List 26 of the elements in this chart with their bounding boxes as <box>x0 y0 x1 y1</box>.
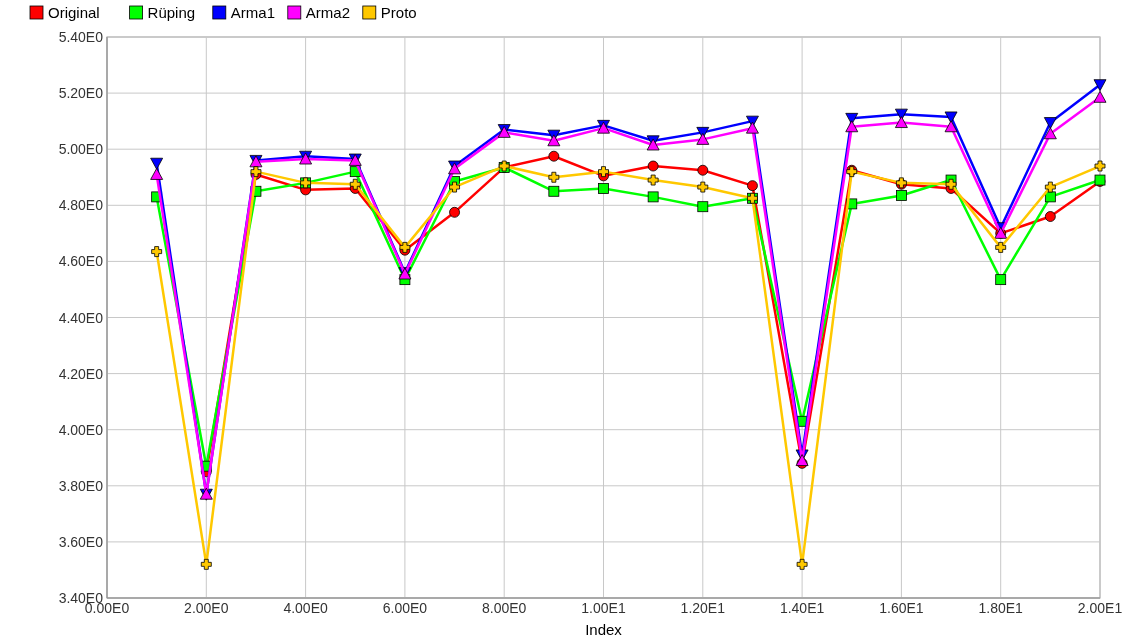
y-tick-label: 4.20E0 <box>58 365 104 382</box>
legend-label: Proto <box>380 4 417 21</box>
y-tick-label: 4.80E0 <box>58 197 104 214</box>
legend-label: Rüping <box>147 4 196 21</box>
x-tick-label: 1.20E1 <box>680 600 726 616</box>
y-tick-label: 5.00E0 <box>58 141 104 158</box>
y-tick-label: 4.40E0 <box>58 309 104 326</box>
y-tick-label: 5.40E0 <box>58 29 104 45</box>
y-tick-label: 4.60E0 <box>58 253 104 270</box>
x-tick-label: 2.00E0 <box>184 600 229 616</box>
x-tick-label: 8.00E0 <box>482 600 527 616</box>
x-tick-label: 1.00E1 <box>581 600 626 616</box>
y-tick-label: 3.80E0 <box>58 477 104 494</box>
legend-label: Arma1 <box>230 4 275 21</box>
x-tick-label: 2.00E1 <box>1077 600 1122 616</box>
x-tick-label: 1.60E1 <box>879 600 924 616</box>
x-tick-label: 1.80E1 <box>978 600 1024 616</box>
x-tick-label: 6.00E0 <box>382 600 428 616</box>
y-tick-label: 3.60E0 <box>58 533 104 550</box>
y-tick-label: 5.20E0 <box>58 85 104 102</box>
legend-label: Arma2 <box>305 4 350 21</box>
y-tick-label: 4.00E0 <box>58 421 104 438</box>
x-tick-label: 1.40E1 <box>779 600 825 616</box>
x-axis-title: Index <box>585 621 623 638</box>
legend-label: Original <box>48 4 100 21</box>
x-tick-label: 4.00E0 <box>283 600 328 616</box>
